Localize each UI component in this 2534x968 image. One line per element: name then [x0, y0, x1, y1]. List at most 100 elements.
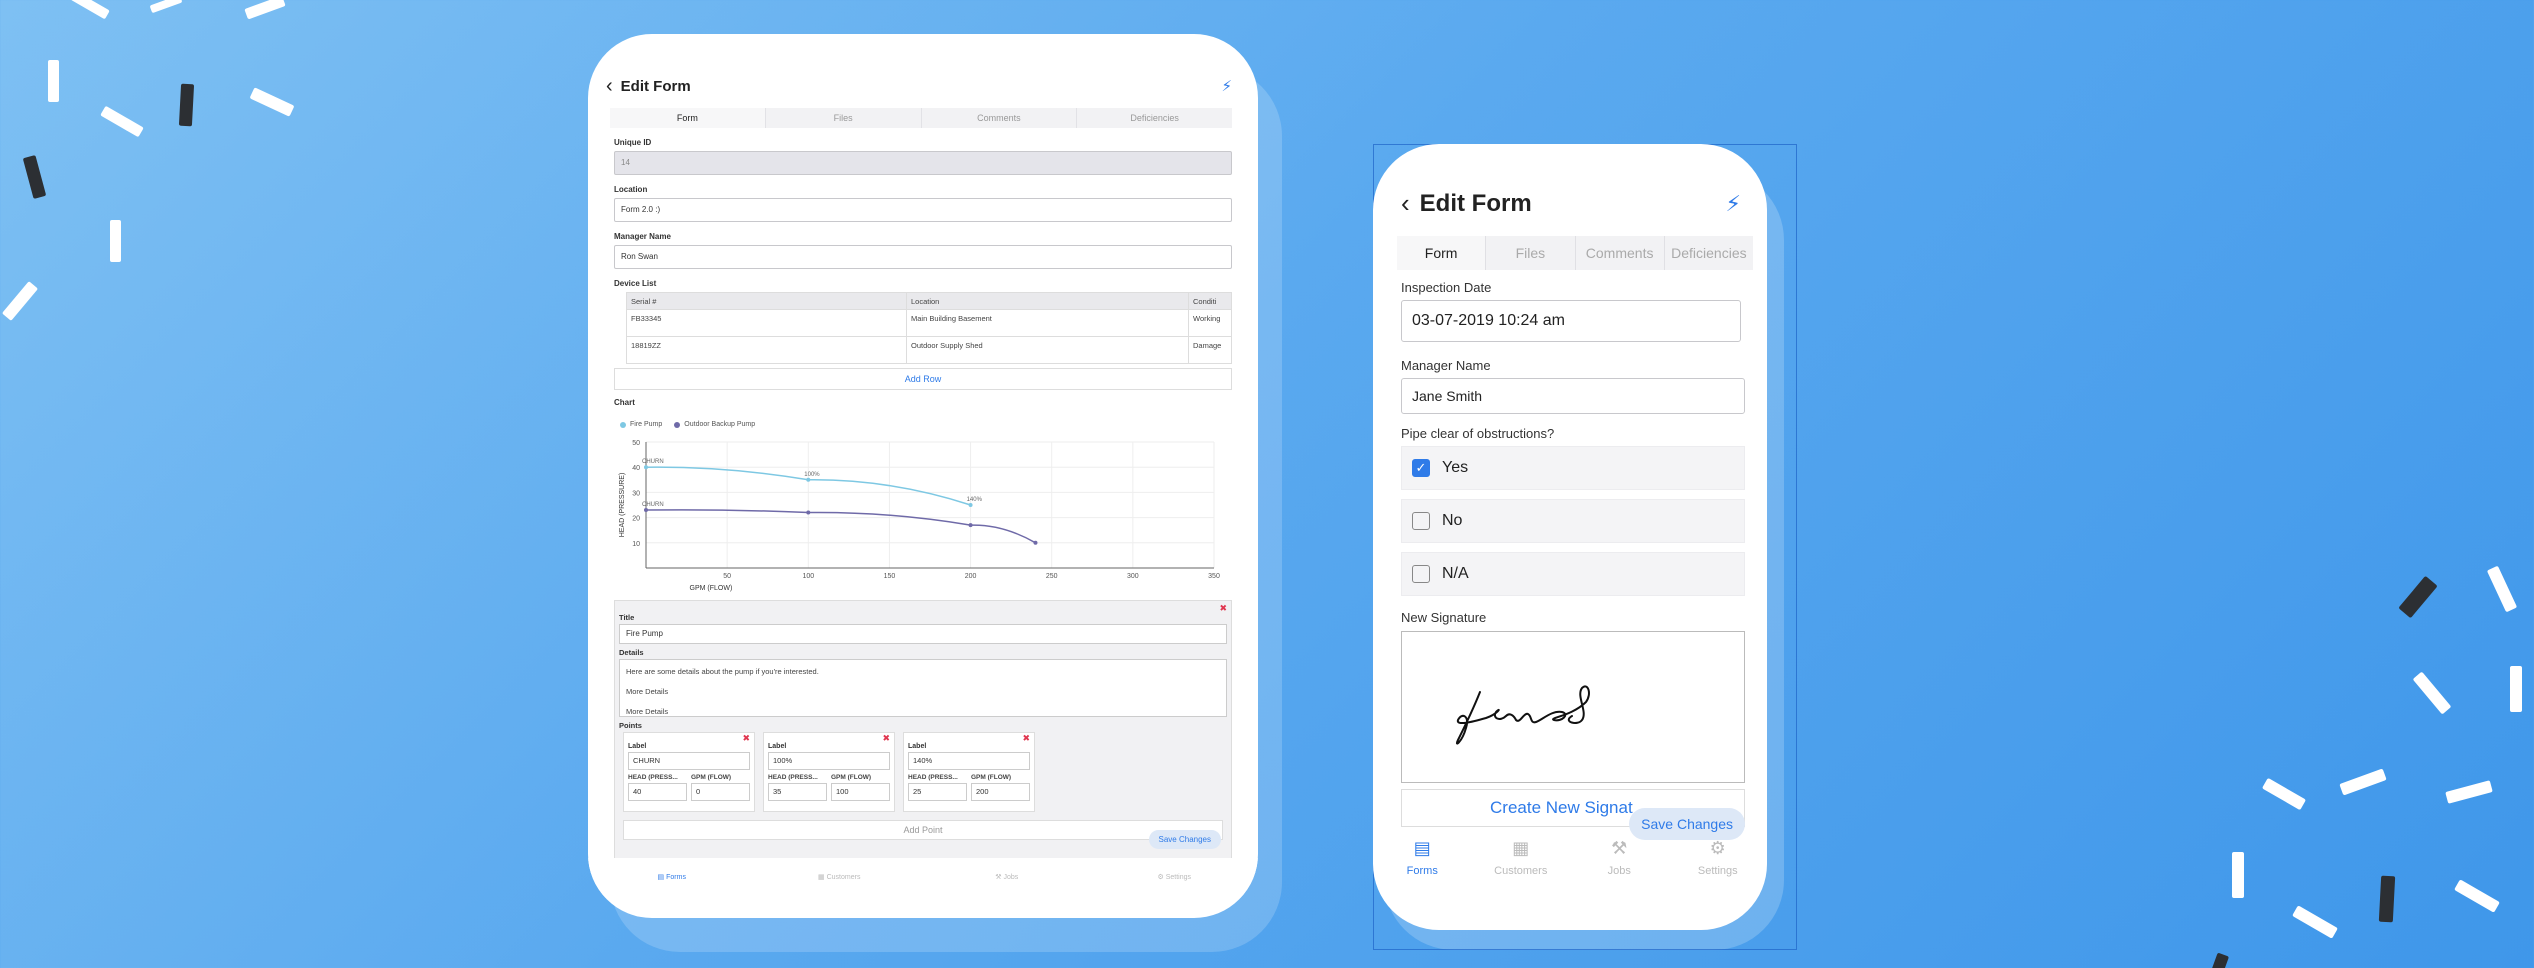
delete-point-icon[interactable]: ✖ — [1022, 733, 1030, 743]
confetti — [2445, 780, 2493, 804]
gpm-field[interactable]: 200 — [971, 783, 1030, 801]
location-field[interactable]: Form 2.0 :) — [614, 198, 1232, 222]
chevron-left-icon[interactable]: ‹ — [1401, 188, 1410, 218]
data-point — [806, 510, 811, 515]
point-label-title: Label — [628, 743, 647, 750]
checkbox-checked-icon[interactable]: ✓ — [1412, 459, 1430, 477]
checkbox-icon[interactable] — [1412, 565, 1430, 583]
table-cell[interactable]: FB33345 — [627, 310, 907, 336]
bottom-nav: ▤ Forms ▦ Customers ⚒ Jobs ⚙ Settings — [588, 858, 1258, 898]
table-cell[interactable]: 18819ZZ — [627, 337, 907, 363]
delete-point-icon[interactable]: ✖ — [742, 733, 750, 743]
inspection-date-label: Inspection Date — [1401, 280, 1492, 295]
head-field[interactable]: 35 — [768, 783, 827, 801]
option-label: No — [1442, 512, 1463, 529]
nav-forms[interactable]: ▤ Forms — [588, 858, 756, 898]
data-label: CHURN — [642, 502, 664, 508]
manager-name-field[interactable]: Jane Smith — [1401, 378, 1745, 414]
option-no[interactable]: No — [1401, 499, 1745, 543]
nav-customers[interactable]: ▦ Customers — [1472, 830, 1571, 890]
gpm-field[interactable]: 100 — [831, 783, 890, 801]
table-cell[interactable]: Main Building Basement — [907, 310, 1189, 336]
confetti — [70, 0, 110, 20]
lightning-bolt-icon[interactable]: ⚡︎ — [1221, 78, 1232, 95]
head-field[interactable]: 40 — [628, 783, 687, 801]
location-label: Location — [614, 185, 648, 194]
confetti — [2398, 575, 2438, 619]
checkbox-icon[interactable] — [1412, 512, 1430, 530]
confetti — [2378, 875, 2396, 923]
option-na[interactable]: N/A — [1401, 552, 1745, 596]
tab-form[interactable]: Form — [610, 108, 766, 128]
data-point — [806, 477, 811, 482]
table-row[interactable]: FB33345 Main Building Basement Working — [627, 309, 1231, 336]
legend-item[interactable]: Fire Pump — [620, 421, 662, 428]
x-tick-label: 350 — [1208, 573, 1220, 580]
nav-forms[interactable]: ▤ Forms — [1373, 830, 1472, 890]
tab-files[interactable]: Files — [766, 108, 922, 128]
add-row-button[interactable]: Add Row — [614, 368, 1232, 390]
pump-title-label: Title — [619, 613, 635, 622]
nav-label: Jobs — [1003, 874, 1019, 881]
document-icon: ▤ — [1413, 838, 1431, 858]
nav-settings[interactable]: ⚙ Settings — [1091, 858, 1259, 898]
pump-details-field[interactable]: Here are some details about the pump if … — [619, 659, 1227, 717]
confetti — [48, 60, 59, 102]
tab-form[interactable]: Form — [1397, 236, 1487, 270]
legend-item[interactable]: Outdoor Backup Pump — [674, 421, 755, 428]
head-field[interactable]: 25 — [908, 783, 967, 801]
option-label: N/A — [1442, 565, 1469, 582]
add-point-button[interactable]: Add Point — [623, 820, 1223, 840]
table-cell[interactable]: Outdoor Supply Shed — [907, 337, 1189, 363]
x-tick-label: 150 — [884, 573, 896, 580]
tab-files[interactable]: Files — [1486, 236, 1576, 270]
nav-label: Forms — [1406, 865, 1438, 877]
point-card: ✖ Label CHURN HEAD (PRESS... 40 GPM (FLOW… — [623, 732, 755, 812]
nav-customers[interactable]: ▦ Customers — [756, 858, 924, 898]
gpm-field[interactable]: 0 — [691, 783, 750, 801]
legend-swatch — [674, 421, 681, 428]
legend-swatch — [620, 421, 626, 428]
signature-pad[interactable] — [1401, 631, 1745, 783]
nav-jobs[interactable]: ⚒ Jobs — [923, 858, 1091, 898]
table-row[interactable]: 18819ZZ Outdoor Supply Shed Damage — [627, 336, 1231, 363]
y-tick-label: 20 — [632, 516, 640, 523]
tab-comments[interactable]: Comments — [922, 108, 1078, 128]
tab-comments[interactable]: Comments — [1576, 236, 1665, 270]
column-header: Serial # — [627, 293, 907, 309]
point-label-field[interactable]: 100% — [768, 752, 890, 770]
inspection-date-field[interactable]: 03-07-2019 10:24 am — [1401, 300, 1741, 342]
save-changes-button[interactable]: Save Changes — [1148, 830, 1221, 849]
delete-pump-icon[interactable]: ✖ — [1219, 603, 1227, 613]
nav-label: Settings — [1697, 865, 1738, 877]
create-signature-button[interactable]: Create New Signat — [1401, 789, 1745, 827]
save-changes-button[interactable]: Save Changes — [1629, 808, 1745, 840]
phone-header: ‹ Edit Form ⚡︎ — [1401, 188, 1741, 219]
y-tick-label: 30 — [632, 490, 640, 497]
point-label-field[interactable]: CHURN — [628, 752, 750, 770]
bottom-nav: ▤ Forms ▦ Customers ⚒ Jobs ⚙ Settings — [1373, 830, 1767, 890]
option-yes[interactable]: ✓ Yes — [1401, 446, 1745, 490]
point-label-field[interactable]: 140% — [908, 752, 1030, 770]
manager-name-field[interactable]: Ron Swan — [614, 245, 1232, 269]
tab-deficiencies[interactable]: Deficiencies — [1671, 245, 1747, 261]
data-point — [968, 523, 973, 528]
table-cell[interactable]: Working — [1193, 314, 1221, 323]
chevron-left-icon[interactable]: ‹ — [606, 74, 613, 97]
tab-deficiencies[interactable]: Deficiencies — [1130, 113, 1179, 123]
lightning-bolt-icon[interactable]: ⚡︎ — [1725, 190, 1741, 216]
point-label-title: Label — [768, 743, 787, 750]
nav-settings[interactable]: ⚙ Settings — [1669, 830, 1768, 890]
table-header: Serial # Location Conditi — [627, 293, 1231, 309]
pump-title-field[interactable]: Fire Pump — [619, 624, 1227, 644]
nav-label: Customers — [1494, 865, 1548, 877]
confetti — [249, 87, 295, 117]
nav-jobs[interactable]: ⚒ Jobs — [1570, 830, 1669, 890]
head-label: HEAD (PRESS... — [908, 774, 958, 781]
option-label: Yes — [1442, 459, 1469, 476]
table-cell[interactable]: Damage — [1193, 341, 1222, 350]
delete-point-icon[interactable]: ✖ — [882, 733, 890, 743]
confetti — [2412, 671, 2452, 715]
x-tick-label: 50 — [723, 573, 731, 580]
device-table: Serial # Location Conditi FB33345 Main B… — [626, 292, 1232, 364]
